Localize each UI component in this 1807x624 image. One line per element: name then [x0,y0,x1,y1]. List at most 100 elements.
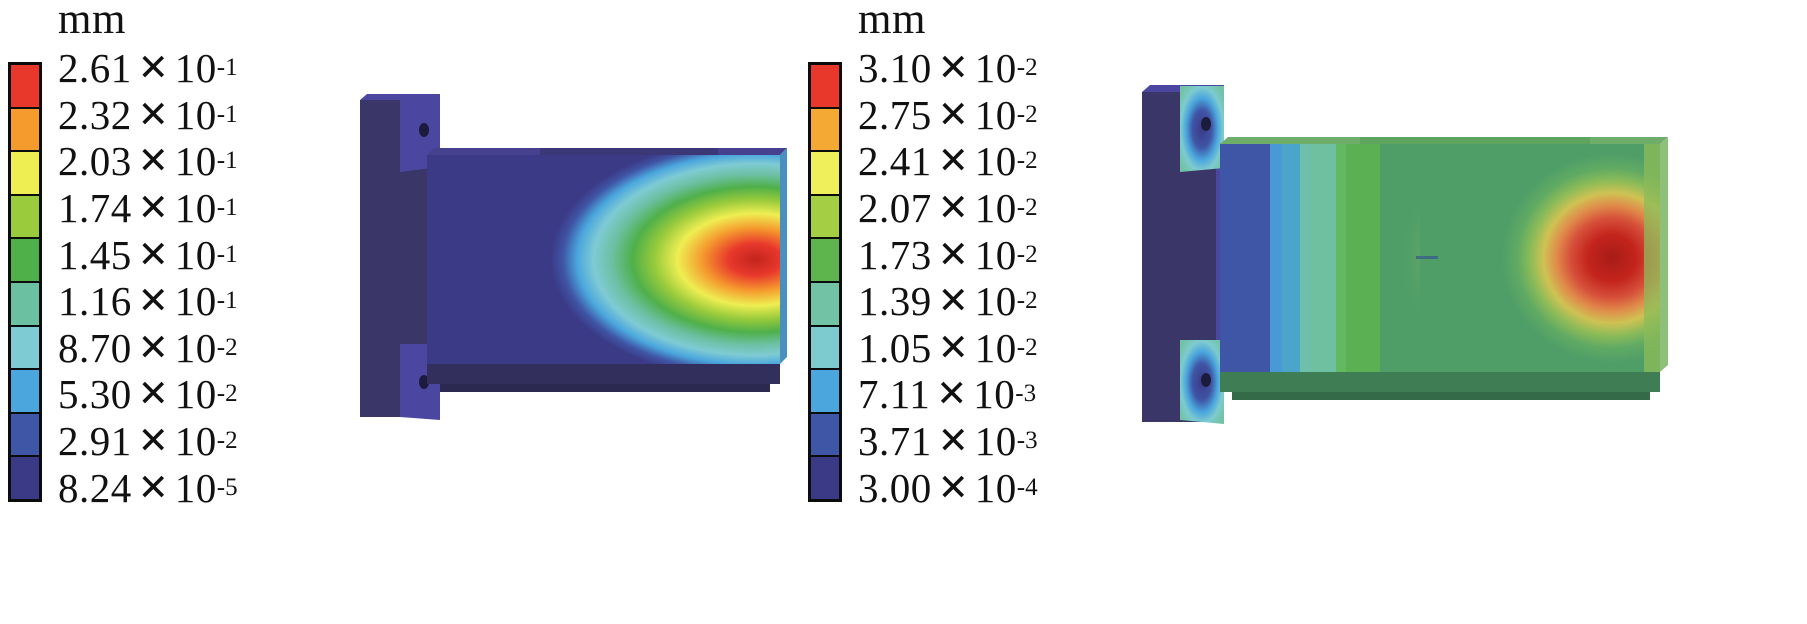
multiply-icon: ✕ [936,374,968,416]
legend-mantissa: 1.05 [858,324,932,371]
multiply-icon: ✕ [937,141,969,183]
legend-tick: 8.70 ✕ 10 -2 [58,325,238,372]
legend-mantissa: 2.91 [58,418,132,465]
legend-tick: 1.74 ✕ 10 -1 [58,185,238,232]
colorbar-swatch [11,370,39,414]
multiply-icon: ✕ [937,421,969,463]
legend-mantissa: 2.75 [858,91,932,138]
legend-exponent: -2 [1016,287,1038,315]
legend-mantissa: 7.11 [858,371,931,418]
multiply-icon: ✕ [137,94,169,136]
panel-right: mm 3.10 ✕ 10 -2 2.75 [800,0,1807,624]
legend-base: 10 [974,45,1017,92]
legend-exponent: -4 [1016,473,1038,501]
colorbar-swatch [811,65,839,109]
legend-tick: 8.24 ✕ 10 -5 [58,464,238,511]
displacement-colorbar-left [8,62,42,502]
legend-tick: 1.73 ✕ 10 -2 [858,231,1038,278]
legend-mantissa: 1.73 [858,231,932,278]
legend-exponent: -2 [216,427,238,455]
legend-base: 10 [174,91,217,138]
colorbar-swatch [811,108,839,153]
legend-mantissa: 1.45 [58,231,132,278]
legend-tick: 2.75 ✕ 10 -2 [858,92,1038,139]
legend-base: 10 [973,371,1016,418]
multiply-icon: ✕ [137,374,169,416]
legend-exponent: -1 [216,54,238,82]
legend-exponent: -3 [1015,380,1037,408]
colorbar-swatch [11,326,39,371]
legend-base: 10 [974,324,1017,371]
legend-mantissa: 1.74 [58,185,132,232]
mounting-flange-right [1142,85,1224,424]
legend-exponent: -2 [1016,240,1038,268]
legend-mantissa: 8.24 [58,464,132,511]
legend-mantissa: 5.30 [58,371,132,418]
legend-exponent: -2 [1016,100,1038,128]
legend-ticks-left: 2.61 ✕ 10 -1 2.32 ✕ 10 -1 2.03 ✕ 10 -1 1.74… [58,45,238,511]
legend-ticks-right: 3.10 ✕ 10 -2 2.75 ✕ 10 -2 2.41 ✕ 10 -2 2.07… [858,45,1038,511]
legend-base: 10 [974,464,1017,511]
multiply-icon: ✕ [137,281,169,323]
legend-tick: 2.61 ✕ 10 -1 [58,45,238,92]
colorbar-swatch [11,65,39,109]
legend-tick: 1.39 ✕ 10 -2 [858,278,1038,325]
legend-exponent: -5 [216,473,238,501]
multiply-icon: ✕ [137,234,169,276]
legend-base: 10 [174,418,217,465]
legend-base: 10 [174,138,217,185]
colorbar-swatch [11,239,39,283]
multiply-icon: ✕ [137,141,169,183]
legend-base: 10 [974,138,1017,185]
legend-exponent: -1 [216,147,238,175]
legend-tick: 1.16 ✕ 10 -1 [58,278,238,325]
multiply-icon: ✕ [937,467,969,509]
legend-mantissa: 2.41 [858,138,932,185]
multiply-icon: ✕ [937,188,969,230]
colorbar-swatch [11,413,39,458]
legend-base: 10 [174,324,217,371]
multiply-icon: ✕ [937,234,969,276]
multiply-icon: ✕ [137,327,169,369]
beam-body-left [427,148,787,392]
legend-exponent: -3 [1016,427,1038,455]
legend-exponent: -2 [1016,194,1038,222]
legend-tick: 7.11 ✕ 10 -3 [858,371,1038,418]
total-deformation-contour-right [1120,72,1680,432]
legend-exponent: -2 [216,333,238,361]
legend-tick: 3.71 ✕ 10 -3 [858,418,1038,465]
legend-base: 10 [974,231,1017,278]
panel-left: mm 2.61 ✕ 10 -1 2.32 [0,0,860,624]
centre-marker-icon [1416,256,1438,259]
colorbar-swatch [811,457,839,499]
legend-base: 10 [974,418,1017,465]
multiply-icon: ✕ [937,94,969,136]
colorbar-swatch [811,282,839,327]
legend-mantissa: 1.16 [58,278,132,325]
legend-exponent: -2 [1016,333,1038,361]
legend-tick: 2.07 ✕ 10 -2 [858,185,1038,232]
multiply-icon: ✕ [937,327,969,369]
colorbar-swatch [11,195,39,240]
legend-base: 10 [174,45,217,92]
beam-body-right [1220,137,1668,400]
colorbar-swatch [811,413,839,458]
colorbar-swatch [811,370,839,414]
colorbar-swatch [811,326,839,371]
multiply-icon: ✕ [137,421,169,463]
legend-base: 10 [174,185,217,232]
colorbar-swatch [811,152,839,196]
legend-mantissa: 2.03 [58,138,132,185]
colorbar-swatch [11,108,39,153]
legend-tick: 2.91 ✕ 10 -2 [58,418,238,465]
legend-tick: 3.00 ✕ 10 -4 [858,464,1038,511]
legend-tick: 1.45 ✕ 10 -1 [58,231,238,278]
legend-exponent: -1 [216,194,238,222]
displacement-colorbar-right [808,62,842,502]
legend-tick: 2.03 ✕ 10 -1 [58,138,238,185]
legend-mantissa: 2.07 [858,185,932,232]
legend-base: 10 [174,278,217,325]
legend-base: 10 [174,371,217,418]
legend-base: 10 [974,91,1017,138]
